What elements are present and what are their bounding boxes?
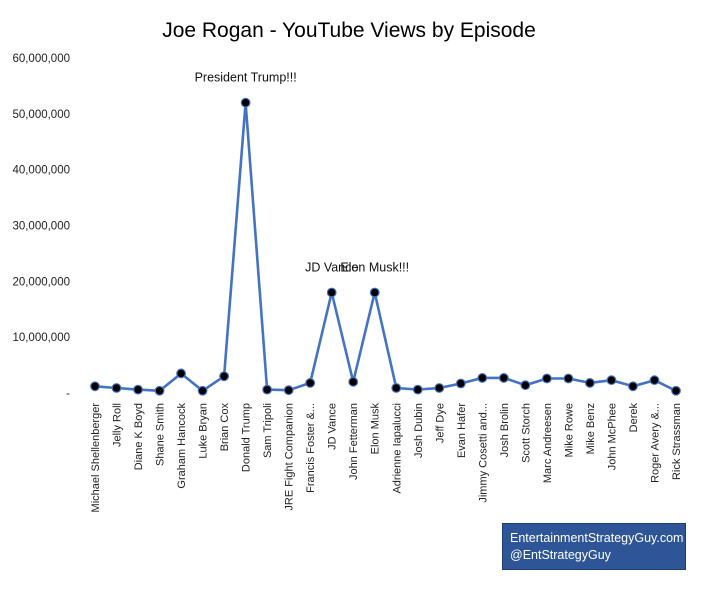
x-tick-label: Scott Storch bbox=[520, 403, 532, 463]
data-point bbox=[606, 375, 617, 386]
x-tick-label: John Fetterman bbox=[348, 403, 360, 480]
x-tick-label: Brian Cox bbox=[219, 403, 231, 452]
y-tick-label: - bbox=[66, 388, 70, 400]
data-point bbox=[434, 383, 445, 393]
data-point bbox=[585, 378, 595, 388]
y-tick-label: 60,000,000 bbox=[12, 53, 70, 65]
annotation-label: President Trump!!! bbox=[195, 71, 297, 85]
x-tick-label: Elon Musk bbox=[370, 403, 382, 455]
chart-title: Joe Rogan - YouTube Views by Episode bbox=[162, 19, 536, 42]
data-point bbox=[90, 381, 100, 392]
x-tick-label: Jeff Dye bbox=[434, 403, 446, 443]
annotation-label: JD Vance bbox=[305, 261, 358, 275]
data-point bbox=[262, 384, 273, 395]
data-point bbox=[133, 384, 143, 395]
x-tick-label: Sam Tripoli bbox=[262, 403, 274, 458]
x-tick-label: Luke Bryan bbox=[198, 403, 210, 459]
x-tick-label: Mike Rowe bbox=[563, 403, 575, 457]
x-tick-label: Francis Foster &... bbox=[305, 403, 317, 493]
y-tick-label: 30,000,000 bbox=[12, 221, 70, 233]
data-point bbox=[541, 373, 552, 384]
x-tick-label: Roger Avery &... bbox=[649, 403, 661, 483]
y-tick-label: 20,000,000 bbox=[12, 276, 70, 288]
y-tick-label: 40,000,000 bbox=[12, 165, 70, 177]
watermark-box: EntertainmentStrategyGuy.com @EntStrateg… bbox=[502, 523, 686, 570]
data-point bbox=[111, 383, 122, 393]
x-tick-label: Marc Andreesen bbox=[542, 403, 554, 483]
y-tick-label: 10,000,000 bbox=[12, 332, 70, 344]
data-point bbox=[649, 375, 660, 386]
data-point bbox=[348, 376, 359, 387]
data-point bbox=[219, 371, 230, 382]
x-tick-label: Jelly Roll bbox=[112, 403, 124, 447]
data-point bbox=[412, 384, 423, 395]
data-point bbox=[563, 373, 574, 384]
series-views bbox=[90, 97, 681, 396]
data-point bbox=[391, 383, 402, 393]
x-tick-label: JRE Fight Companion bbox=[284, 403, 296, 511]
data-point bbox=[154, 385, 165, 396]
x-tick-label: Derek bbox=[628, 403, 640, 433]
x-axis: Michael Shellenberger Jelly Roll Diane K B… bbox=[90, 403, 683, 513]
data-point bbox=[326, 287, 337, 298]
series-line bbox=[94, 101, 677, 393]
data-point bbox=[369, 287, 380, 298]
x-tick-label: Shane Smith bbox=[155, 403, 167, 466]
data-point bbox=[197, 385, 208, 396]
watermark-website: EntertainmentStrategyGuy.com bbox=[510, 531, 684, 545]
x-tick-label: Rick Strassman bbox=[671, 403, 683, 480]
x-tick-label: Adrienne Iapalucci bbox=[391, 403, 403, 494]
data-point bbox=[305, 378, 316, 388]
x-tick-label: JD Vance bbox=[327, 403, 339, 450]
x-tick-label: Diane K Boyd bbox=[133, 403, 145, 470]
data-point bbox=[628, 381, 638, 392]
data-point bbox=[477, 373, 488, 383]
x-tick-label: Michael Shellenberger bbox=[90, 403, 102, 513]
data-point bbox=[240, 97, 251, 108]
data-point bbox=[283, 385, 294, 396]
x-tick-label: Jimmy Cosetti and... bbox=[477, 403, 489, 503]
x-tick-label: Graham Hancock bbox=[176, 403, 188, 489]
annotation-label: Elon Musk!!! bbox=[340, 261, 409, 275]
data-point bbox=[671, 385, 681, 396]
watermark-handle: @EntStrategyGuy bbox=[510, 548, 611, 562]
x-tick-label: John McPhee bbox=[606, 403, 618, 470]
data-point bbox=[176, 368, 186, 379]
data-point bbox=[498, 373, 509, 383]
data-point bbox=[455, 378, 466, 389]
y-tick-label: 50,000,000 bbox=[12, 109, 70, 121]
x-tick-label: Donald Trump bbox=[241, 403, 253, 472]
x-tick-label: Evan Hafer bbox=[456, 403, 468, 458]
x-tick-label: Josh Dubin bbox=[413, 403, 425, 458]
data-point bbox=[520, 380, 531, 391]
y-axis: - 10,000,000 20,000,000 30,000,000 40,000,00… bbox=[12, 53, 70, 400]
x-tick-label: Mike Benz bbox=[585, 403, 597, 454]
x-tick-label: Josh Brolin bbox=[499, 403, 511, 457]
